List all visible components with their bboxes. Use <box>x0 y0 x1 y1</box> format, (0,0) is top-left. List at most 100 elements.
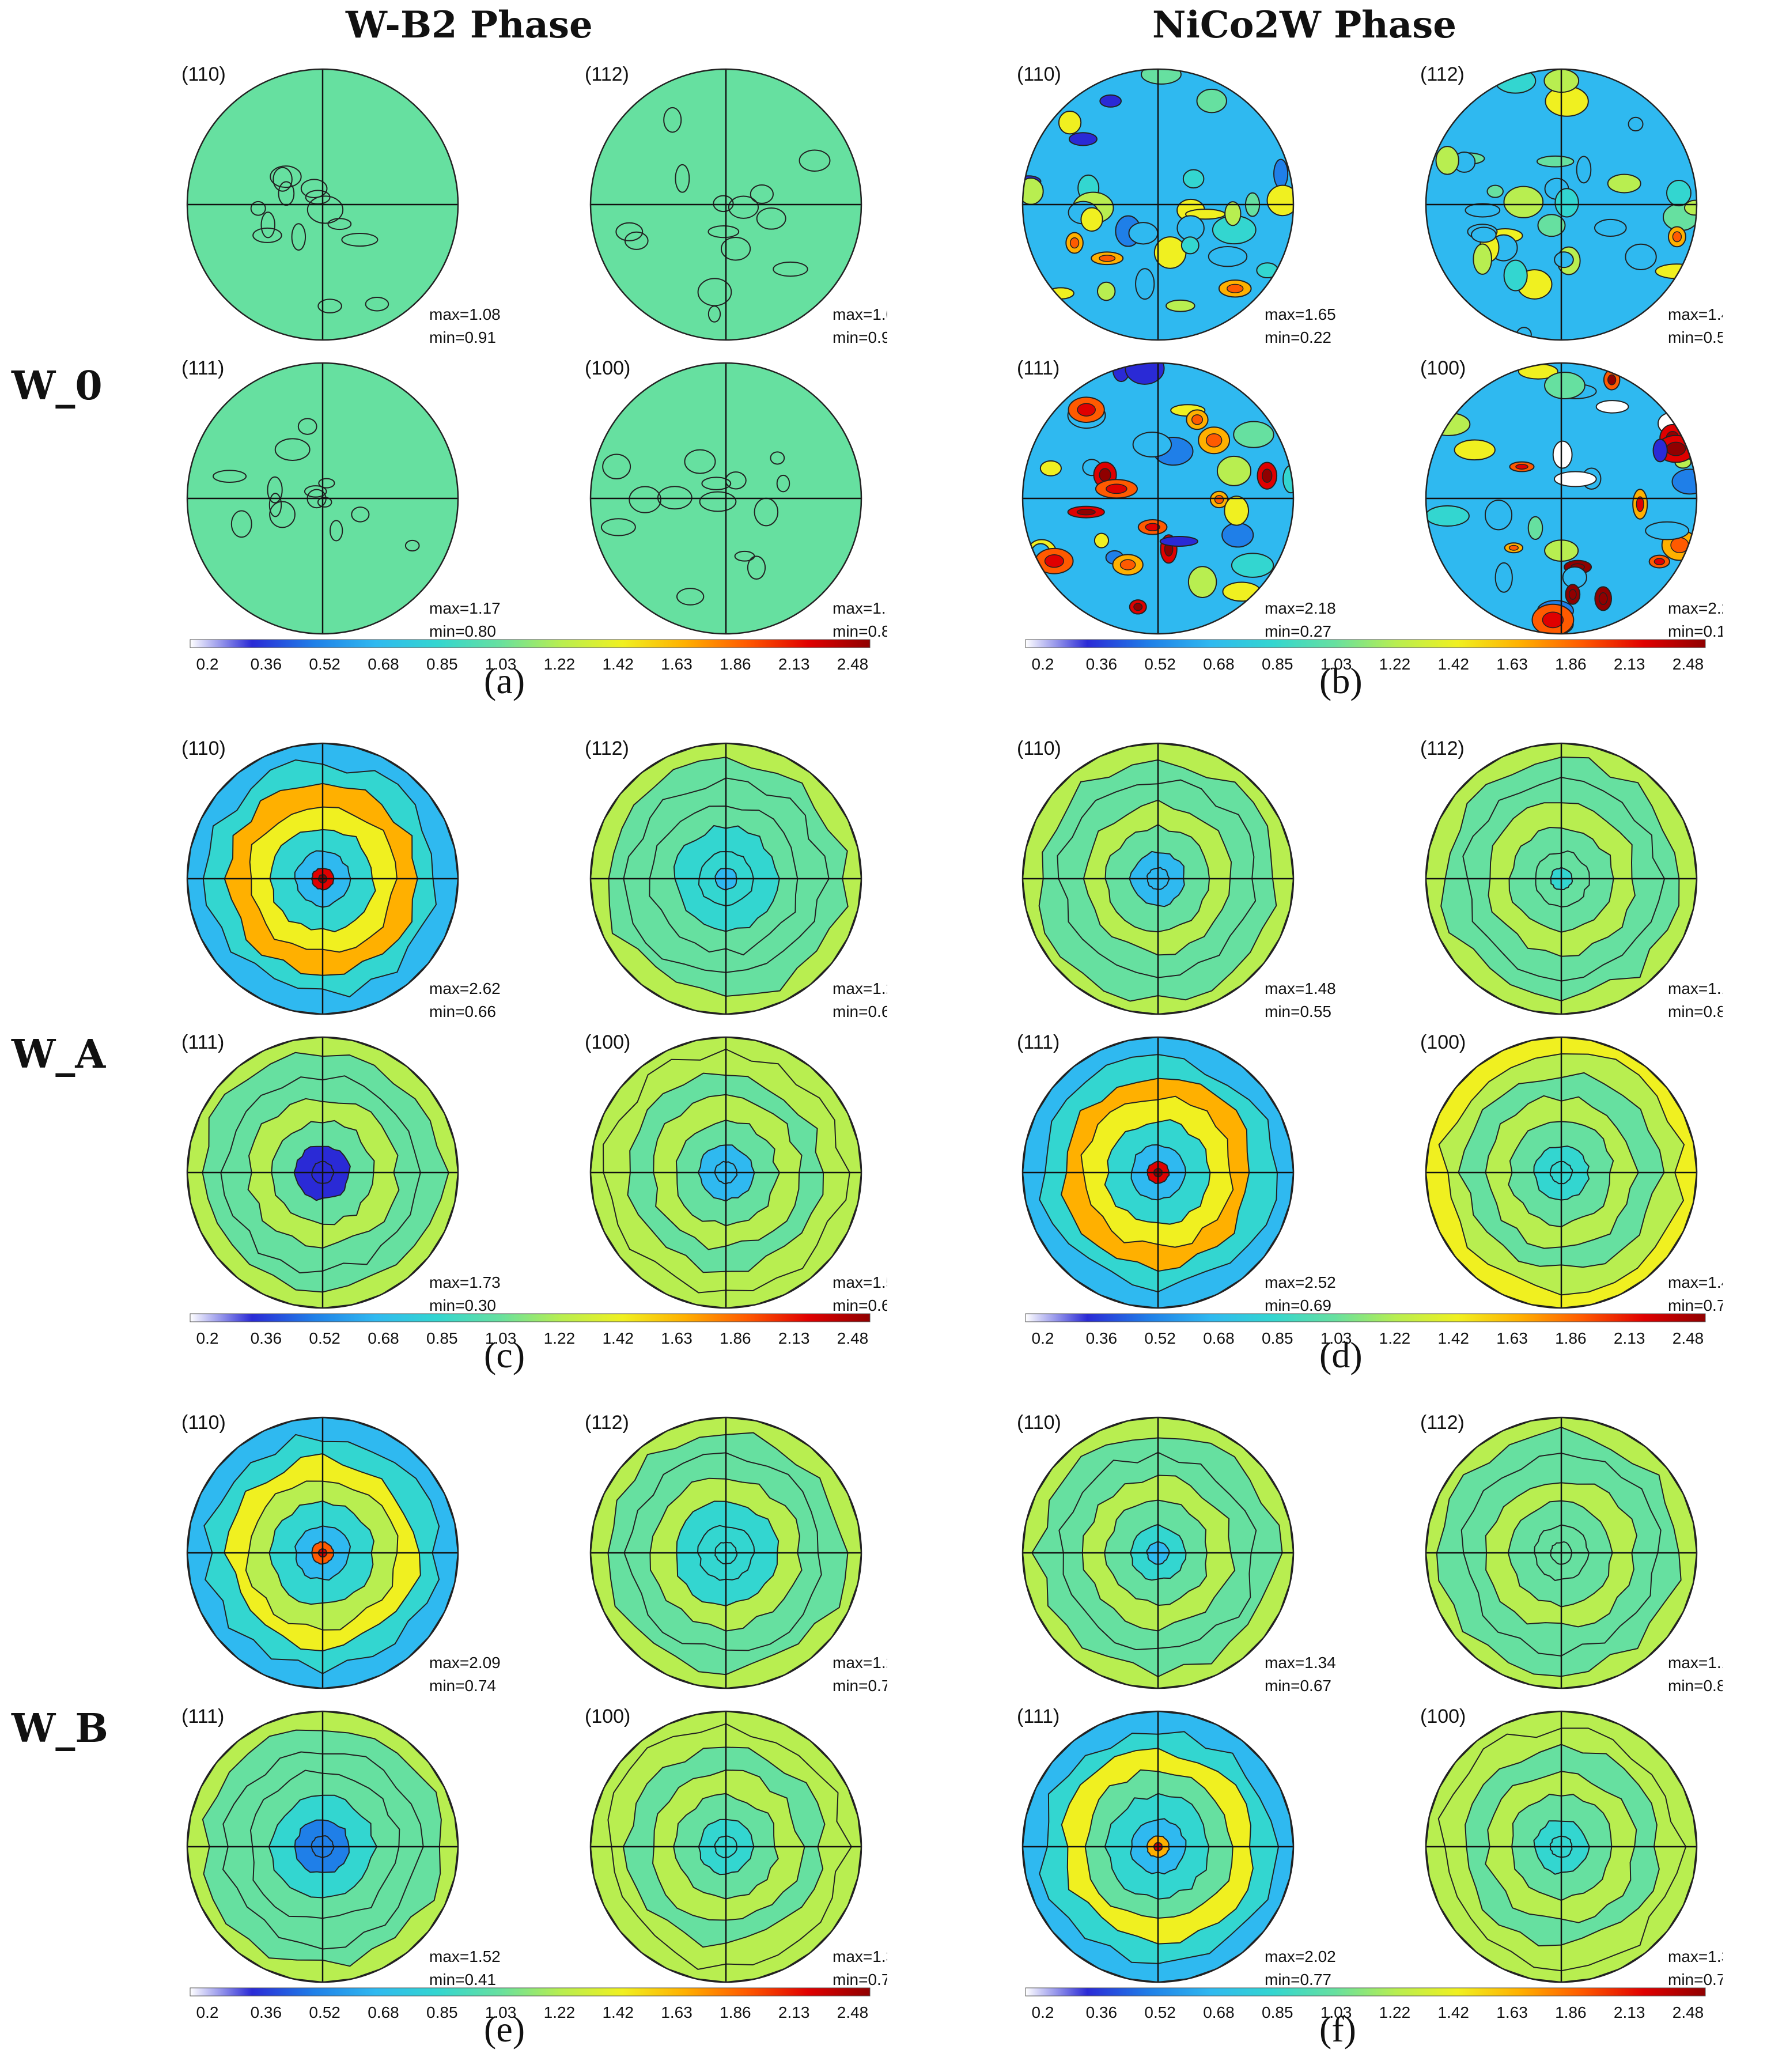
colorbar-tick-label: 1.86 <box>1555 655 1587 673</box>
pole-figure-disc: (110) max=1.08 min=0.91 <box>181 63 501 346</box>
colorbar-tick-label: 0.68 <box>1203 2003 1235 2021</box>
row-label-wa: W_A <box>12 1031 106 1077</box>
texture-spot-core <box>1653 558 1665 565</box>
pole-min-value: min=0.80 <box>429 622 496 640</box>
texture-spot <box>1486 184 1504 198</box>
pole-min-value: min=0.91 <box>429 328 496 346</box>
pole-figure-disc: (111) max=1.73 min=0.30 <box>181 1031 501 1314</box>
texture-spot <box>1141 69 1182 85</box>
pole-figure-disc: (111) max=1.17 min=0.80 <box>181 357 501 640</box>
texture-spot-core <box>1069 237 1080 249</box>
pole-outline <box>589 1710 862 1983</box>
contour-blob <box>304 485 327 498</box>
colorbar-tick-label: 0.36 <box>251 655 282 673</box>
texture-spot <box>1544 372 1586 399</box>
colorbar-tick-label: 1.22 <box>1379 1329 1411 1347</box>
pole-label: (111) <box>1017 1706 1060 1727</box>
pole-min-value: min=0.86 <box>1668 1677 1723 1695</box>
colorbar-tick-label: 1.42 <box>1437 2003 1469 2021</box>
contour-blob <box>270 165 302 188</box>
pole-min-value: min=0.65 <box>833 1003 887 1020</box>
texture-spot <box>1132 432 1172 457</box>
colorbar-tick-label: 1.63 <box>1496 655 1528 673</box>
texture-spot <box>1465 203 1501 218</box>
texture-spot-core <box>1076 508 1096 516</box>
pole-max-value: max=1.33 <box>1668 1948 1723 1965</box>
pole-outline <box>1021 1036 1295 1309</box>
texture-spot-core <box>1598 592 1608 605</box>
pole-min-value: min=0.74 <box>429 1677 496 1695</box>
pole-min-value: min=0.76 <box>833 1677 887 1695</box>
texture-spot <box>1473 243 1492 275</box>
pole-label: (100) <box>1420 1031 1466 1053</box>
pole-label: (111) <box>1017 357 1060 379</box>
texture-spot <box>1256 262 1279 279</box>
pole-figure-svg: (110) max=2.09 min=0.74 (112) max=1.21 min=0.… <box>181 1412 887 2021</box>
pole-figure-disc: (112) max=1.21 min=0.76 <box>585 1412 887 1695</box>
colorbar-tick-label: 0.2 <box>1032 1329 1054 1347</box>
texture-spot <box>1216 455 1252 486</box>
contour-blob <box>318 478 335 489</box>
colorbar <box>190 1313 871 1322</box>
pole-label: (110) <box>181 63 226 85</box>
texture-spot-core <box>1666 441 1686 456</box>
pole-min-value: min=0.75 <box>833 1971 887 1988</box>
panel-sublabel: (f) <box>1319 2009 1356 2050</box>
pole-figure-disc: (110) max=1.34 min=0.67 <box>1017 1412 1336 1695</box>
pole-min-value: min=0.63 <box>833 1296 887 1314</box>
pole-label: (110) <box>181 738 226 759</box>
colorbar-tick-label: 2.48 <box>837 655 869 673</box>
contour-blob <box>750 184 774 204</box>
colorbar-tick-label: 1.86 <box>720 2003 751 2021</box>
pole-label: (100) <box>585 357 630 379</box>
contour-blob <box>663 107 682 133</box>
texture-spot <box>1180 236 1200 255</box>
contour-blob <box>776 474 790 493</box>
texture-spot <box>1645 521 1690 540</box>
pole-figure-disc: (111) max=2.18 min=0.27 <box>1017 357 1336 640</box>
colorbar-tick-label: 0.68 <box>368 1329 399 1347</box>
row-label-wb: W_B <box>12 1706 108 1752</box>
pole-figure-disc: (110) max=1.65 min=0.22 <box>1017 63 1336 346</box>
colorbar-tick-label: 2.13 <box>1614 2003 1645 2021</box>
pole-max-value: max=1.17 <box>1668 1654 1723 1672</box>
pole-label: (111) <box>181 1706 224 1727</box>
texture-spot-core <box>1099 468 1111 482</box>
texture-spot <box>1671 468 1697 495</box>
texture-spot-core <box>1672 231 1682 243</box>
colorbar-tick-label: 0.85 <box>1262 2003 1293 2021</box>
texture-spot-core <box>1106 483 1127 494</box>
texture-spot <box>1607 173 1641 194</box>
contour-blob <box>600 518 636 536</box>
pole-label: (100) <box>585 1031 630 1053</box>
pole-min-value: min=0.76 <box>1668 1971 1723 1988</box>
pole-outline <box>589 742 862 1015</box>
contour-blob <box>629 486 661 513</box>
colorbar-tick-label: 1.86 <box>1555 1329 1587 1347</box>
texture-spot-core <box>1636 496 1644 512</box>
pole-min-value: min=0.87 <box>833 622 887 640</box>
pole-outline <box>186 68 459 341</box>
texture-spot <box>1484 500 1513 531</box>
pole-outline <box>589 362 862 635</box>
texture-spot <box>1135 268 1155 300</box>
colorbar-tick-label: 1.22 <box>544 655 576 673</box>
texture-spot <box>1537 214 1566 237</box>
pole-max-value: max=2.09 <box>429 1654 501 1672</box>
pole-figure-svg: (110) max=1.65 min=0.22 (112) max=1.45 min=0.… <box>1017 63 1723 673</box>
texture-spot-core <box>1119 559 1136 570</box>
colorbar-tick-label: 0.52 <box>309 1329 340 1347</box>
pole-label: (112) <box>1420 1412 1465 1434</box>
texture-spot-core <box>1145 523 1160 531</box>
contour-blob <box>728 195 759 219</box>
pole-figure-disc: (110) max=1.48 min=0.55 <box>1017 738 1336 1020</box>
pole-label: (112) <box>585 738 629 759</box>
texture-spot <box>1128 222 1159 245</box>
contour-blob <box>676 588 705 606</box>
pole-figure-disc: (100) max=1.51 min=0.63 <box>585 1031 887 1314</box>
pole-max-value: max=1.19 <box>833 599 887 617</box>
pole-label: (100) <box>1420 357 1466 379</box>
texture-spot <box>1224 201 1242 226</box>
pole-figure-disc: (100) max=1.33 min=0.76 <box>1420 1706 1723 1988</box>
texture-spot <box>1266 184 1293 217</box>
